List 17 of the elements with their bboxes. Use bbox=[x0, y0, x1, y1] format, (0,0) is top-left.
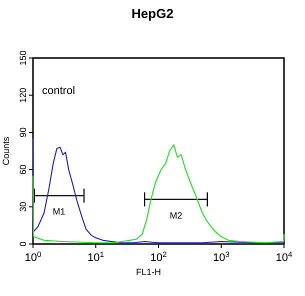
y-tick-label: 0 bbox=[18, 241, 28, 247]
y-tick-label: 60 bbox=[18, 164, 28, 175]
x-tick-label: 10$^{3}$ bbox=[212, 250, 230, 264]
x-tick-label: 10$^{0}$ bbox=[24, 250, 42, 264]
y-tick-label: 90 bbox=[18, 127, 28, 138]
annotation: control bbox=[42, 85, 76, 97]
chart-title: HepG2 bbox=[132, 6, 174, 21]
y-tick-label: 30 bbox=[18, 202, 28, 212]
x-tick-label: 10$^{4}$ bbox=[276, 250, 293, 264]
y-tick-label: 150 bbox=[18, 50, 28, 66]
annotation: M1 bbox=[52, 206, 66, 217]
y-axis-title: Counts bbox=[1, 136, 11, 166]
x-tick-label: 10$^{2}$ bbox=[150, 250, 167, 264]
x-tick-label: 10$^{1}$ bbox=[87, 250, 104, 264]
x-axis-title: FL1-H bbox=[136, 267, 162, 277]
y-tick-label: 120 bbox=[18, 88, 28, 103]
annotation: M2 bbox=[170, 210, 182, 220]
